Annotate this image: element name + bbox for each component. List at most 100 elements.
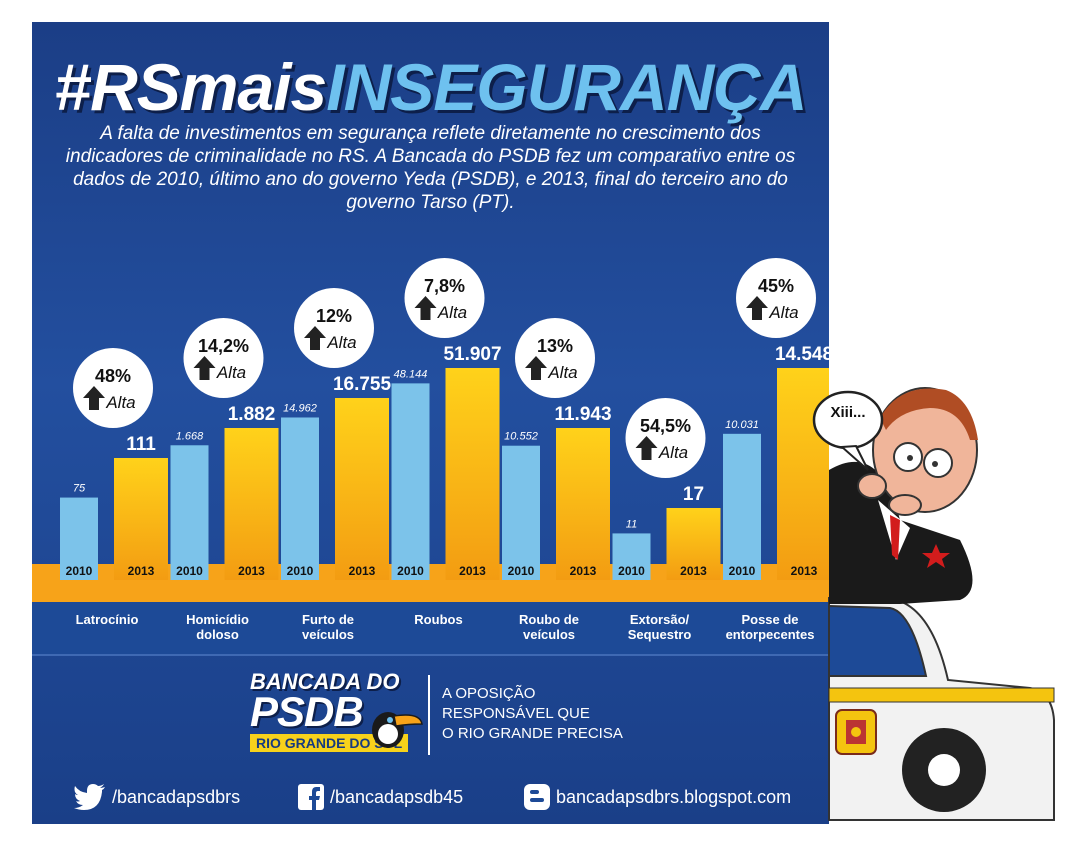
speech-bubble-text: Xiii... (830, 404, 866, 421)
bar-2010 (502, 445, 540, 580)
bar-group: 14.962 16.755 2010 2013 12% Alta (281, 288, 391, 580)
increase-circle (73, 348, 153, 428)
value-label-2010: 75 (73, 483, 86, 495)
bar-2013 (666, 508, 721, 580)
increase-percent: 7,8% (424, 276, 465, 296)
increase-badge: 14,2% Alta (183, 318, 264, 398)
year-label-2010: 2010 (508, 564, 535, 578)
headline-part1: #RSmais (54, 50, 327, 124)
year-label-2013: 2013 (791, 564, 818, 578)
category-label: Roubos (384, 612, 494, 627)
bar-2013 (114, 458, 168, 580)
brand-line1: BANCADA DO (250, 669, 400, 694)
value-label-2010: 14.962 (283, 402, 317, 414)
bar-group: 48.144 51.907 2010 2013 7,8% Alta (391, 258, 502, 580)
increase-badge: 48% Alta (73, 348, 153, 428)
police-car (828, 571, 1055, 821)
increase-badge: 12% Alta (294, 288, 374, 368)
category-label-line: veículos (301, 627, 355, 642)
facebook-link[interactable]: /bancadapsdb45 (298, 784, 463, 810)
increase-circle (183, 318, 264, 398)
value-label-2010: 10.031 (725, 419, 759, 431)
year-label-2013: 2013 (570, 564, 597, 578)
slogan-line: O RIO GRANDE PRECISA (442, 725, 623, 742)
increase-word: Alta (216, 363, 246, 382)
category-label-line: veículos (522, 627, 576, 642)
increase-badge: 13% Alta (515, 318, 595, 398)
category-label: Furto de veículos (273, 612, 383, 642)
up-arrow-icon (414, 296, 437, 320)
increase-circle (736, 258, 816, 338)
up-arrow-icon (635, 436, 658, 460)
category-labels-band: Latrocínio Homicídio doloso Furto de veículo… (32, 600, 829, 656)
slogan: A OPOSIÇÃO RESPONSÁVEL QUE O RIO GRANDE … (442, 684, 623, 744)
value-label-2013: 11.943 (554, 404, 611, 425)
category-label: Posse de entorpecentes (715, 612, 825, 642)
year-label-2013: 2013 (238, 564, 265, 578)
year-label-2010: 2010 (287, 564, 314, 578)
year-label-2013: 2013 (349, 564, 376, 578)
category-label-line: Sequestro (627, 627, 692, 642)
slogan-line: A OPOSIÇÃO (442, 685, 536, 702)
year-label-2010: 2010 (618, 564, 645, 578)
bar-group: 10.031 14.548 2010 2013 45% Alta (723, 258, 829, 580)
year-label-2013: 2013 (680, 564, 707, 578)
bar-2010 (60, 497, 98, 580)
category-label: Homicídio doloso (163, 612, 273, 642)
psdb-logo: BANCADA DO PSDB RIO GRANDE DO SUL (250, 669, 409, 753)
up-arrow-icon (304, 326, 326, 350)
up-arrow-icon (83, 386, 105, 410)
brand-line2: PSDB (250, 688, 364, 735)
category-label-line: entorpecentes (725, 627, 815, 642)
value-label-2010: 1.668 (176, 430, 204, 442)
category-label-line: Homicídio (186, 612, 249, 627)
increase-badge: 7,8% Alta (404, 258, 485, 338)
bar-2013 (777, 368, 829, 580)
blog-link[interactable]: bancadapsdbrs.blogspot.com (524, 784, 791, 810)
facebook-handle: /bancadapsdb45 (330, 786, 464, 807)
year-label-2010: 2010 (176, 564, 203, 578)
toucan-icon (372, 712, 423, 748)
value-label-2010: 10.552 (504, 431, 538, 443)
category-label: Latrocínio (52, 612, 162, 627)
increase-percent: 14,2% (198, 336, 249, 356)
increase-percent: 48% (95, 366, 131, 386)
category-label: Extorsão/Sequestro (605, 612, 715, 642)
bar-2013 (224, 428, 279, 580)
increase-word: Alta (658, 443, 688, 462)
category-label-line: Roubo de (519, 612, 579, 627)
bar-2013 (556, 428, 610, 580)
increase-circle (404, 258, 485, 338)
twitter-handle: /bancadapsdbrs (112, 786, 241, 807)
value-label-2010: 48.144 (394, 368, 428, 380)
increase-badge: 54,5% Alta (625, 398, 706, 478)
increase-percent: 13% (537, 336, 573, 356)
year-label-2013: 2013 (128, 564, 155, 578)
facebook-icon (298, 784, 324, 810)
category-label: Roubo de veículos (494, 612, 604, 642)
increase-word: Alta (105, 393, 135, 412)
bar-group: 11 17 2010 2013 54,5% Alta (612, 398, 721, 580)
increase-circle (294, 288, 374, 368)
category-label-line: Posse de (741, 612, 799, 627)
up-arrow-icon (193, 356, 216, 380)
bar-2010 (723, 433, 761, 580)
increase-badge: 45% Alta (736, 258, 816, 338)
increase-percent: 54,5% (640, 416, 691, 436)
twitter-icon (74, 784, 105, 810)
slogan-line: RESPONSÁVEL QUE (442, 705, 590, 722)
increase-word: Alta (547, 363, 577, 382)
year-label-2013: 2013 (459, 564, 486, 578)
bar-2010 (170, 445, 209, 580)
bar-group: 10.552 11.943 2010 2013 13% Alta (502, 318, 612, 580)
value-label-2010: 11 (626, 518, 637, 530)
brand-divider (428, 675, 430, 755)
twitter-link[interactable]: /bancadapsdbrs (74, 784, 240, 810)
blog-url: bancadapsdbrs.blogspot.com (556, 786, 792, 807)
up-arrow-icon (746, 296, 768, 320)
category-label-line: Extorsão/ (629, 612, 690, 627)
bar-group: 1.668 1.882 2010 2013 14,2% Alta (170, 318, 279, 580)
increase-word: Alta (437, 303, 467, 322)
infographic-poster: #RSmaisINSEGURANÇA A falta de investimen… (32, 22, 829, 824)
